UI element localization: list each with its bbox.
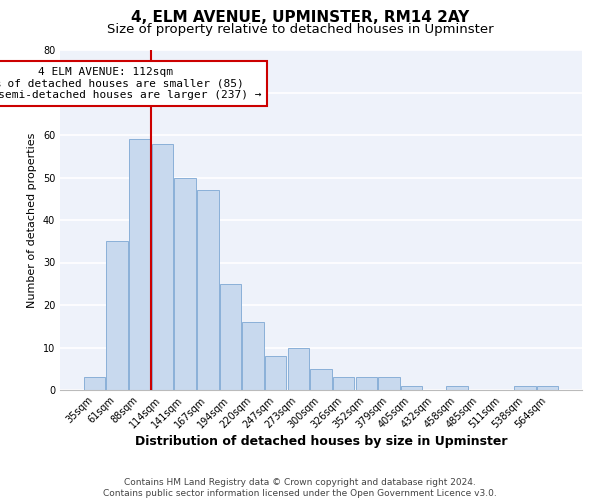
Bar [220,284,241,390]
Bar [287,348,309,390]
X-axis label: Distribution of detached houses by size in Upminster: Distribution of detached houses by size … [135,436,507,448]
Bar [333,378,355,390]
Bar [356,378,377,390]
Bar [378,378,400,390]
Bar [401,386,422,390]
Bar [537,386,558,390]
Bar [197,190,218,390]
Bar [152,144,173,390]
Bar [84,378,105,390]
Bar [129,139,151,390]
Bar [310,369,332,390]
Bar [514,386,536,390]
Text: 4 ELM AVENUE: 112sqm
← 26% of detached houses are smaller (85)
73% of semi-detac: 4 ELM AVENUE: 112sqm ← 26% of detached h… [0,67,261,100]
Text: Contains HM Land Registry data © Crown copyright and database right 2024.
Contai: Contains HM Land Registry data © Crown c… [103,478,497,498]
Y-axis label: Number of detached properties: Number of detached properties [27,132,37,308]
Bar [265,356,286,390]
Text: 4, ELM AVENUE, UPMINSTER, RM14 2AY: 4, ELM AVENUE, UPMINSTER, RM14 2AY [131,10,469,25]
Bar [106,242,128,390]
Bar [175,178,196,390]
Text: Size of property relative to detached houses in Upminster: Size of property relative to detached ho… [107,22,493,36]
Bar [242,322,264,390]
Bar [446,386,467,390]
